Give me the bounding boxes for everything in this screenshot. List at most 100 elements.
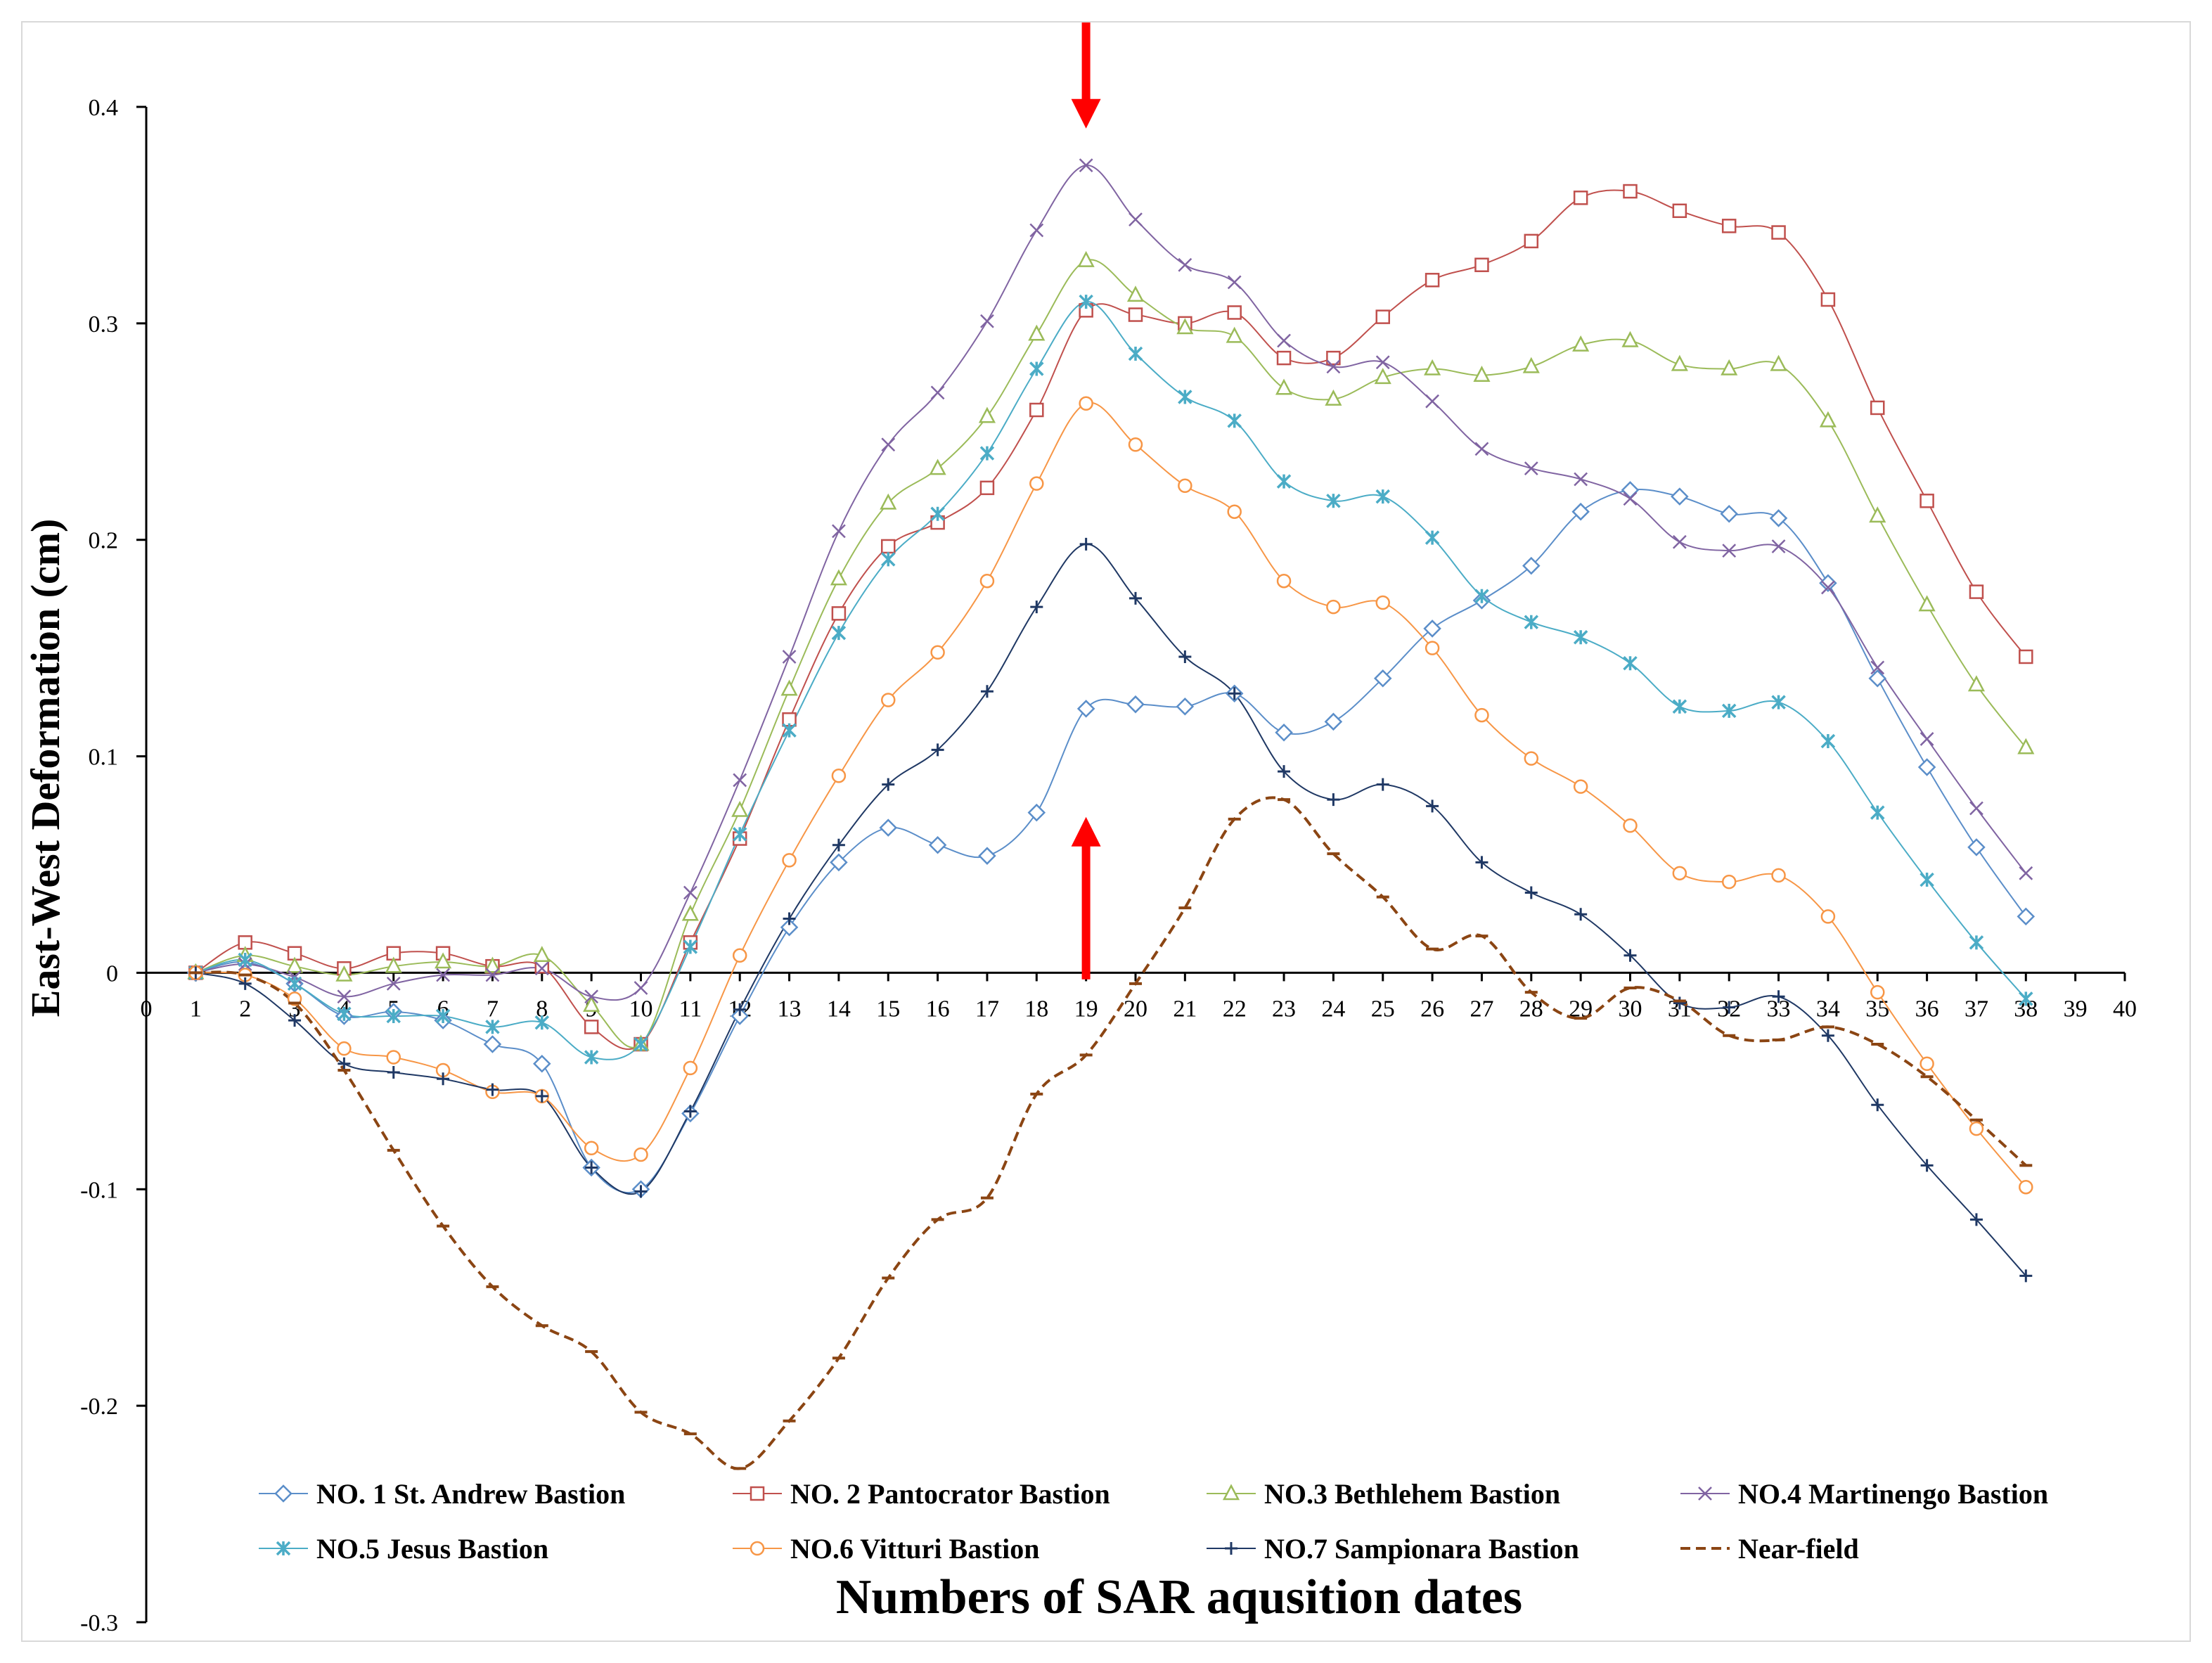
series-6-line bbox=[195, 402, 2027, 1188]
series-3-point bbox=[1325, 389, 1342, 406]
x-tick-label: 14 bbox=[827, 996, 851, 1022]
series-6-point bbox=[1524, 751, 1539, 766]
series-7-point bbox=[1228, 687, 1241, 700]
series-7-point bbox=[337, 1057, 351, 1070]
legend-item: NO. 1 St. Andrew Bastion bbox=[259, 1478, 625, 1510]
series-3-point bbox=[1126, 285, 1145, 302]
series-4-point bbox=[980, 314, 994, 328]
annotation-arrows bbox=[1071, 23, 1101, 980]
series-5-point bbox=[238, 952, 252, 968]
legend-label: NO.4 Martinengo Bastion bbox=[1738, 1478, 2048, 1510]
series-6-point bbox=[782, 853, 797, 868]
legend-swatch-marker bbox=[1698, 1487, 1712, 1501]
series-3-point bbox=[1572, 335, 1590, 352]
series-6-point bbox=[1870, 984, 1885, 1000]
series-6-point bbox=[1276, 573, 1292, 589]
y-tick-label: 0 bbox=[106, 961, 118, 987]
red-arrow-down bbox=[1071, 23, 1101, 129]
series-2-point bbox=[1820, 292, 1836, 307]
series-5-point bbox=[435, 1008, 451, 1024]
series-2-point bbox=[1672, 203, 1687, 219]
series-2-point bbox=[1227, 305, 1242, 320]
legend-item: NO.4 Martinengo Bastion bbox=[1680, 1478, 2048, 1510]
series-3-point bbox=[533, 946, 551, 963]
series-7-point bbox=[1772, 990, 1785, 1003]
series-7-point bbox=[1920, 1159, 1934, 1172]
series-4-point bbox=[2019, 866, 2033, 880]
series-6-point bbox=[979, 573, 995, 589]
series-2-line bbox=[195, 189, 2027, 1051]
series-5-point bbox=[930, 506, 945, 522]
series-2-point bbox=[1969, 584, 1984, 599]
x-tick-label: 16 bbox=[926, 996, 950, 1022]
series-6-point bbox=[930, 645, 945, 660]
series-6-point bbox=[1178, 478, 1192, 493]
series-4-point bbox=[832, 524, 846, 539]
series-2-point bbox=[1573, 191, 1588, 205]
series-6-point bbox=[1375, 595, 1390, 610]
series-1-point bbox=[1917, 758, 1936, 776]
legend-label: Near-field bbox=[1738, 1533, 1859, 1565]
series-6-point bbox=[1128, 437, 1143, 452]
legend-label: NO.7 Sampionara Bastion bbox=[1264, 1533, 1579, 1565]
series-5-point bbox=[1079, 294, 1093, 309]
series-6-point bbox=[1820, 909, 1836, 924]
series-1-point bbox=[780, 918, 799, 937]
series-6-point bbox=[337, 1041, 352, 1056]
x-tick-label: 40 bbox=[2113, 996, 2137, 1022]
series-1-point bbox=[879, 818, 898, 837]
series-2-point bbox=[881, 539, 896, 554]
series-2-point bbox=[979, 480, 995, 496]
series-5-point bbox=[485, 1020, 500, 1034]
series-7-line bbox=[195, 543, 2027, 1277]
series-1-point bbox=[1423, 619, 1441, 638]
series-2-point bbox=[2019, 649, 2033, 664]
series-7-point bbox=[437, 1072, 450, 1086]
series-1-point bbox=[1126, 695, 1145, 714]
series-3-point bbox=[1473, 366, 1491, 382]
series-4-point bbox=[683, 885, 697, 900]
series-7-point bbox=[1871, 1098, 1884, 1112]
red-arrow-up bbox=[1071, 816, 1101, 980]
series-1-point bbox=[1967, 838, 1986, 856]
series-4-point bbox=[534, 961, 549, 976]
x-tick-label: 24 bbox=[1321, 996, 1345, 1022]
series-5-line bbox=[195, 301, 2027, 1060]
legend-label: NO. 2 Pantocrator Bastion bbox=[790, 1478, 1110, 1510]
series-7-point bbox=[585, 1161, 598, 1174]
tick-labels: 0.40.30.20.10-0.1-0.2-0.3012345678910111… bbox=[80, 95, 2137, 1636]
series-7-point bbox=[882, 778, 895, 791]
legend-label: NO.6 Vitturi Bastion bbox=[790, 1533, 1039, 1565]
series-7-point bbox=[832, 838, 845, 852]
series-3-point bbox=[1819, 411, 1837, 428]
series-6-point bbox=[831, 769, 847, 783]
series-1-point bbox=[1176, 697, 1195, 716]
series-1-point bbox=[1027, 803, 1046, 822]
series-1-point bbox=[1275, 723, 1293, 742]
series-5-point bbox=[386, 1008, 401, 1024]
series-2-point bbox=[1425, 273, 1440, 288]
series-4-point bbox=[1375, 355, 1390, 370]
x-tick-label: 25 bbox=[1371, 996, 1395, 1022]
series-1-line bbox=[195, 488, 2027, 1193]
series-2-point bbox=[1771, 225, 1786, 240]
series-7-point bbox=[2019, 1269, 2033, 1283]
x-tick-label: 7 bbox=[487, 996, 499, 1022]
series-7-point bbox=[1278, 765, 1291, 778]
series-3-point bbox=[583, 995, 600, 1012]
series-3-point bbox=[978, 406, 996, 423]
series-2-point bbox=[584, 1020, 599, 1034]
series-4-point bbox=[1029, 223, 1044, 238]
series-2-point bbox=[1375, 309, 1390, 324]
legend-swatch-marker bbox=[750, 1486, 765, 1501]
series-4-point bbox=[584, 989, 599, 1004]
series-7-point bbox=[1178, 650, 1192, 663]
series-7-point bbox=[1723, 1001, 1736, 1014]
series-3-point bbox=[929, 458, 946, 475]
series-5-point bbox=[287, 976, 302, 991]
series-3-point bbox=[2017, 738, 2035, 755]
series-5-point bbox=[1623, 655, 1638, 671]
series-1-point bbox=[928, 836, 947, 854]
series-3-point bbox=[780, 679, 798, 696]
series-5-point bbox=[2019, 991, 2033, 1006]
